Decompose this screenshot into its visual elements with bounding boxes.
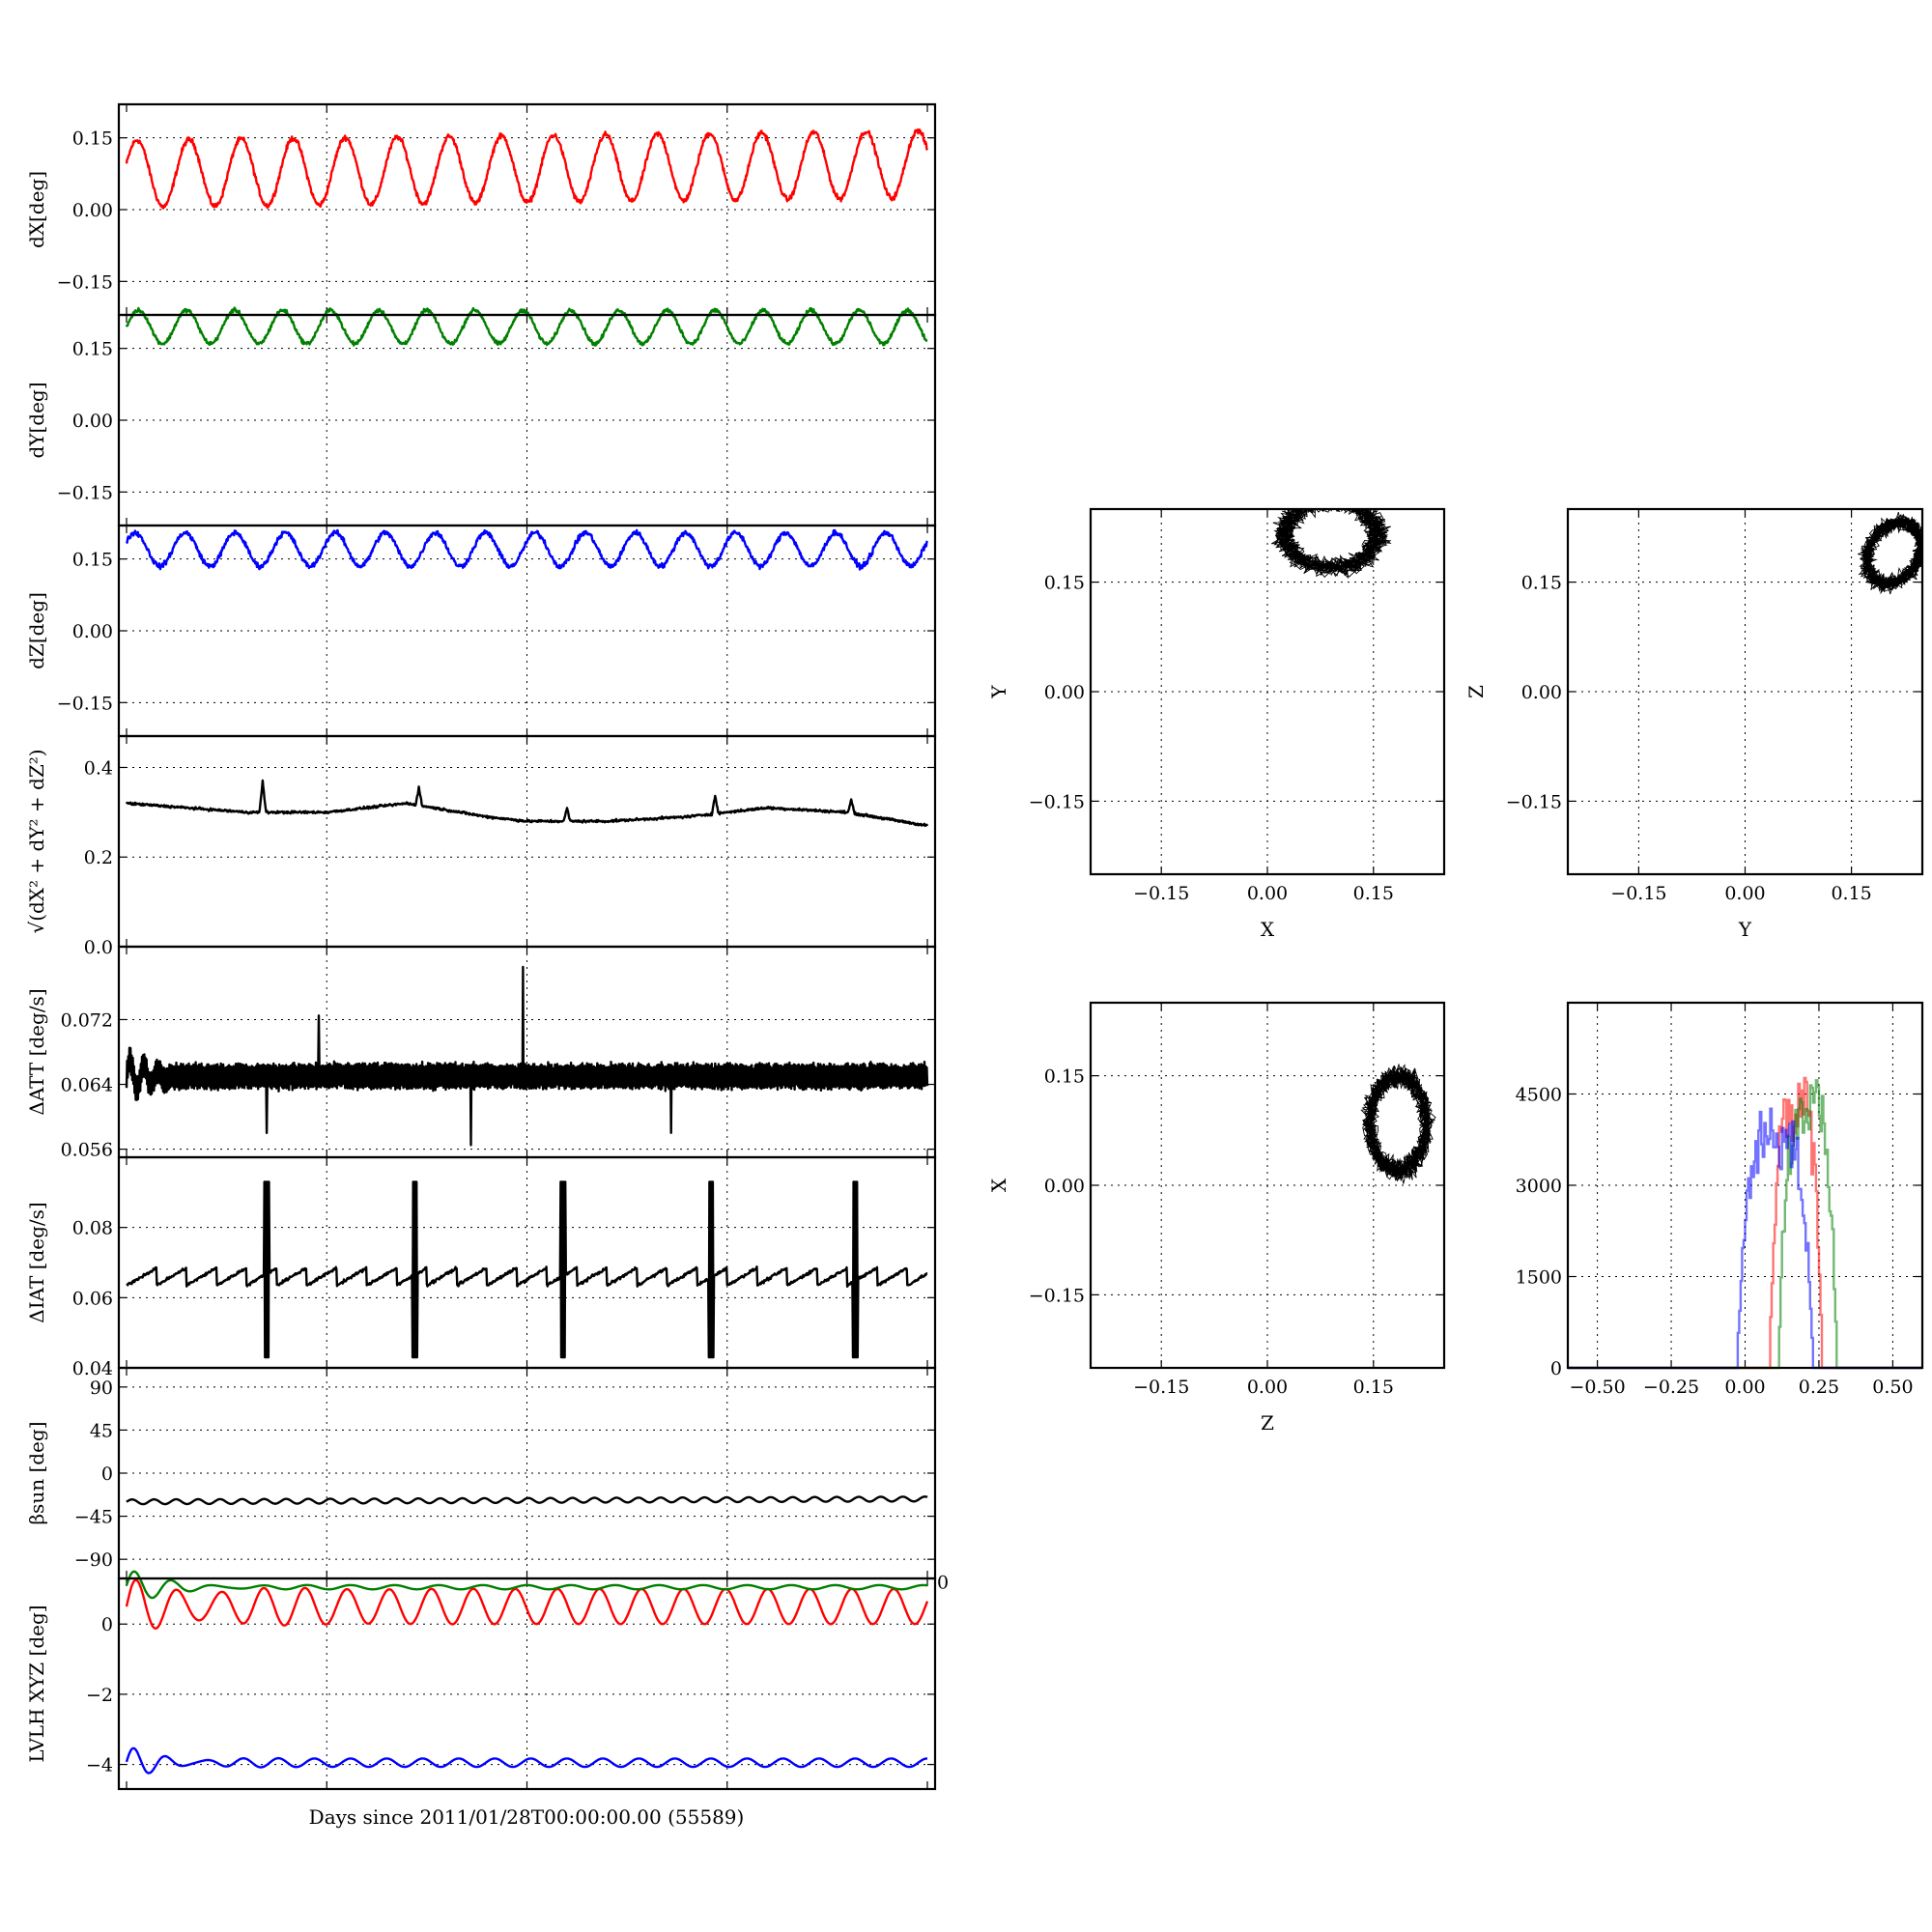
lvlh-ylabel: LVLH XYZ [deg] <box>25 1605 48 1762</box>
hist-xtick-label: 0.00 <box>1724 1377 1765 1398</box>
lvlh-ytick-label: −2 <box>86 1685 113 1706</box>
YZ-frame <box>1566 507 1924 876</box>
panel-hist: −0.50 −0.25 0.00 0.25 0.50 4500 3000 1500 0 <box>1516 1001 1924 1398</box>
ZX-xtick-label: 0.15 <box>1353 1377 1394 1398</box>
lvlh-series-0 <box>125 1578 929 1630</box>
panel-beta: 90 45 0 −45 −90 βsun [deg] <box>25 1366 937 1580</box>
ZX-xlabel: Z <box>1261 1411 1274 1435</box>
ZX-xtick-label: −0.15 <box>1133 1377 1189 1398</box>
dX-ytick-label: 0.15 <box>72 128 113 150</box>
hist-frame <box>1566 1001 1924 1370</box>
dY-ylabel: dY[deg] <box>25 382 48 458</box>
dZ-ytick-label: 0.15 <box>72 550 113 571</box>
dATT-series-0 <box>125 965 929 1147</box>
ZX-ylabel: X <box>987 1178 1010 1192</box>
YZ-xtick-label: −0.15 <box>1610 883 1666 904</box>
dATT-ytick-label: 0.056 <box>61 1140 113 1161</box>
XY-ytick-label: 0.15 <box>1044 573 1085 594</box>
hist-ytick-label: 4500 <box>1516 1085 1562 1106</box>
XY-ytick-label: 0.00 <box>1044 682 1085 703</box>
panel-dX: 0.15 0.00 −0.15 dX[deg] <box>25 102 937 317</box>
dIAT-ytick-label: 0.06 <box>72 1288 113 1309</box>
XY-xlabel: X <box>1261 918 1275 941</box>
dX-ytick-label: −0.15 <box>57 271 113 293</box>
panel-YZ: −0.15 0.00 0.15 0.15 0.00 −0.15 Y Z <box>1464 507 1924 941</box>
ZX-xtick-label: 0.00 <box>1247 1377 1288 1398</box>
panel-ZX: −0.15 0.00 0.15 0.15 0.00 −0.15 Z X <box>987 1001 1446 1435</box>
R-series-0 <box>125 779 929 828</box>
dY-ytick-label: 0.00 <box>72 411 113 432</box>
dATT-ytick-label: 0.064 <box>61 1075 113 1096</box>
YZ-ytick-label: 0.15 <box>1521 573 1562 594</box>
dATT-ytick-label: 0.072 <box>61 1009 113 1031</box>
dX-ytick-label: 0.00 <box>72 200 113 221</box>
hist-xtick-label: −0.50 <box>1569 1377 1625 1398</box>
YZ-xtick-label: 0.00 <box>1724 883 1765 904</box>
XY-xtick-label: 0.00 <box>1247 883 1288 904</box>
dIAT-ytick-label: 0.04 <box>72 1358 113 1379</box>
figure-xlabel: Days since 2011/01/28T00:00:00.00 (55589… <box>309 1805 745 1829</box>
dY-series-0 <box>125 306 928 347</box>
ZX-trajectory <box>1360 1063 1436 1184</box>
R-ylabel: √(dX² + dY² + dZ²) <box>25 749 48 933</box>
XY-ytick-label: −0.15 <box>1029 791 1085 812</box>
dY-ytick-label: 0.15 <box>72 339 113 360</box>
ZX-ytick-label: 0.15 <box>1044 1066 1085 1088</box>
lvlh-series-2 <box>125 1747 928 1775</box>
dZ-ytick-label: 0.00 <box>72 621 113 642</box>
ZX-ytick-label: 0.00 <box>1044 1176 1085 1197</box>
lvlh-series-1 <box>125 1570 928 1600</box>
dX-ylabel: dX[deg] <box>25 171 48 248</box>
beta-ytick-label: 0 <box>101 1463 113 1485</box>
hist-xtick-label: −0.25 <box>1643 1377 1699 1398</box>
YZ-xtick-label: 0.15 <box>1831 883 1871 904</box>
hist-xtick-label: 0.25 <box>1799 1377 1839 1398</box>
ZX-frame <box>1089 1001 1446 1370</box>
beta-ytick-label: −45 <box>74 1507 113 1528</box>
YZ-ytick-label: −0.15 <box>1506 791 1562 812</box>
panel-R: 0.4 0.2 0.0 √(dX² + dY² + dZ²) <box>25 734 937 958</box>
beta-ylabel: βsun [deg] <box>25 1422 48 1525</box>
R-ytick-label: 0.0 <box>84 937 113 958</box>
lvlh-ytick-label: −4 <box>86 1755 113 1776</box>
YZ-trajectory <box>1858 511 1922 595</box>
axes-layer: 0.150.00−0.15dX[deg]0.150.00−0.15dY[deg]… <box>25 102 1924 1791</box>
dIAT-series-0 <box>126 1180 928 1359</box>
ZX-ytick-label: −0.15 <box>1029 1285 1085 1306</box>
dIAT-ytick-label: 0.08 <box>72 1218 113 1239</box>
hist-ytick-label: 0 <box>1550 1358 1562 1379</box>
lvlh-extra-tick-label: 0 <box>937 1573 949 1594</box>
dZ-ytick-label: −0.15 <box>57 693 113 714</box>
XY-ylabel: Y <box>987 685 1010 699</box>
panel-lvlh: 0 −2 −4 0 LVLH XYZ [deg] <box>25 1570 949 1791</box>
dZ-ylabel: dZ[deg] <box>25 592 48 669</box>
lvlh-frame <box>117 1577 937 1791</box>
R-ytick-label: 0.4 <box>84 757 113 779</box>
XY-trajectory <box>1270 509 1392 580</box>
dY-ytick-label: −0.15 <box>57 482 113 503</box>
panel-XY: −0.15 0.00 0.15 0.15 0.00 −0.15 X Y <box>987 507 1446 941</box>
dIAT-ylabel: ΔIAT [deg/s] <box>25 1202 48 1322</box>
dZ-series-0 <box>125 528 929 571</box>
hist-ytick-label: 1500 <box>1516 1267 1562 1289</box>
beta-ytick-label: −90 <box>74 1549 113 1571</box>
beta-series-0 <box>126 1495 928 1506</box>
YZ-ylabel: Z <box>1464 685 1488 698</box>
dX-series-0 <box>125 128 929 210</box>
XY-xtick-label: −0.15 <box>1133 883 1189 904</box>
XY-xtick-label: 0.15 <box>1353 883 1394 904</box>
R-ytick-label: 0.2 <box>84 847 113 868</box>
beta-ytick-label: 90 <box>90 1378 113 1399</box>
hist-xtick-label: 0.50 <box>1872 1377 1913 1398</box>
YZ-xlabel: Y <box>1738 918 1752 941</box>
hist-ytick-label: 3000 <box>1516 1176 1562 1197</box>
lvlh-ytick-label: 0 <box>101 1614 113 1635</box>
dATT-ylabel: ΔATT [deg/s] <box>25 988 48 1115</box>
YZ-ytick-label: 0.00 <box>1521 682 1562 703</box>
XY-frame <box>1089 507 1446 876</box>
beta-ytick-label: 45 <box>90 1420 113 1441</box>
